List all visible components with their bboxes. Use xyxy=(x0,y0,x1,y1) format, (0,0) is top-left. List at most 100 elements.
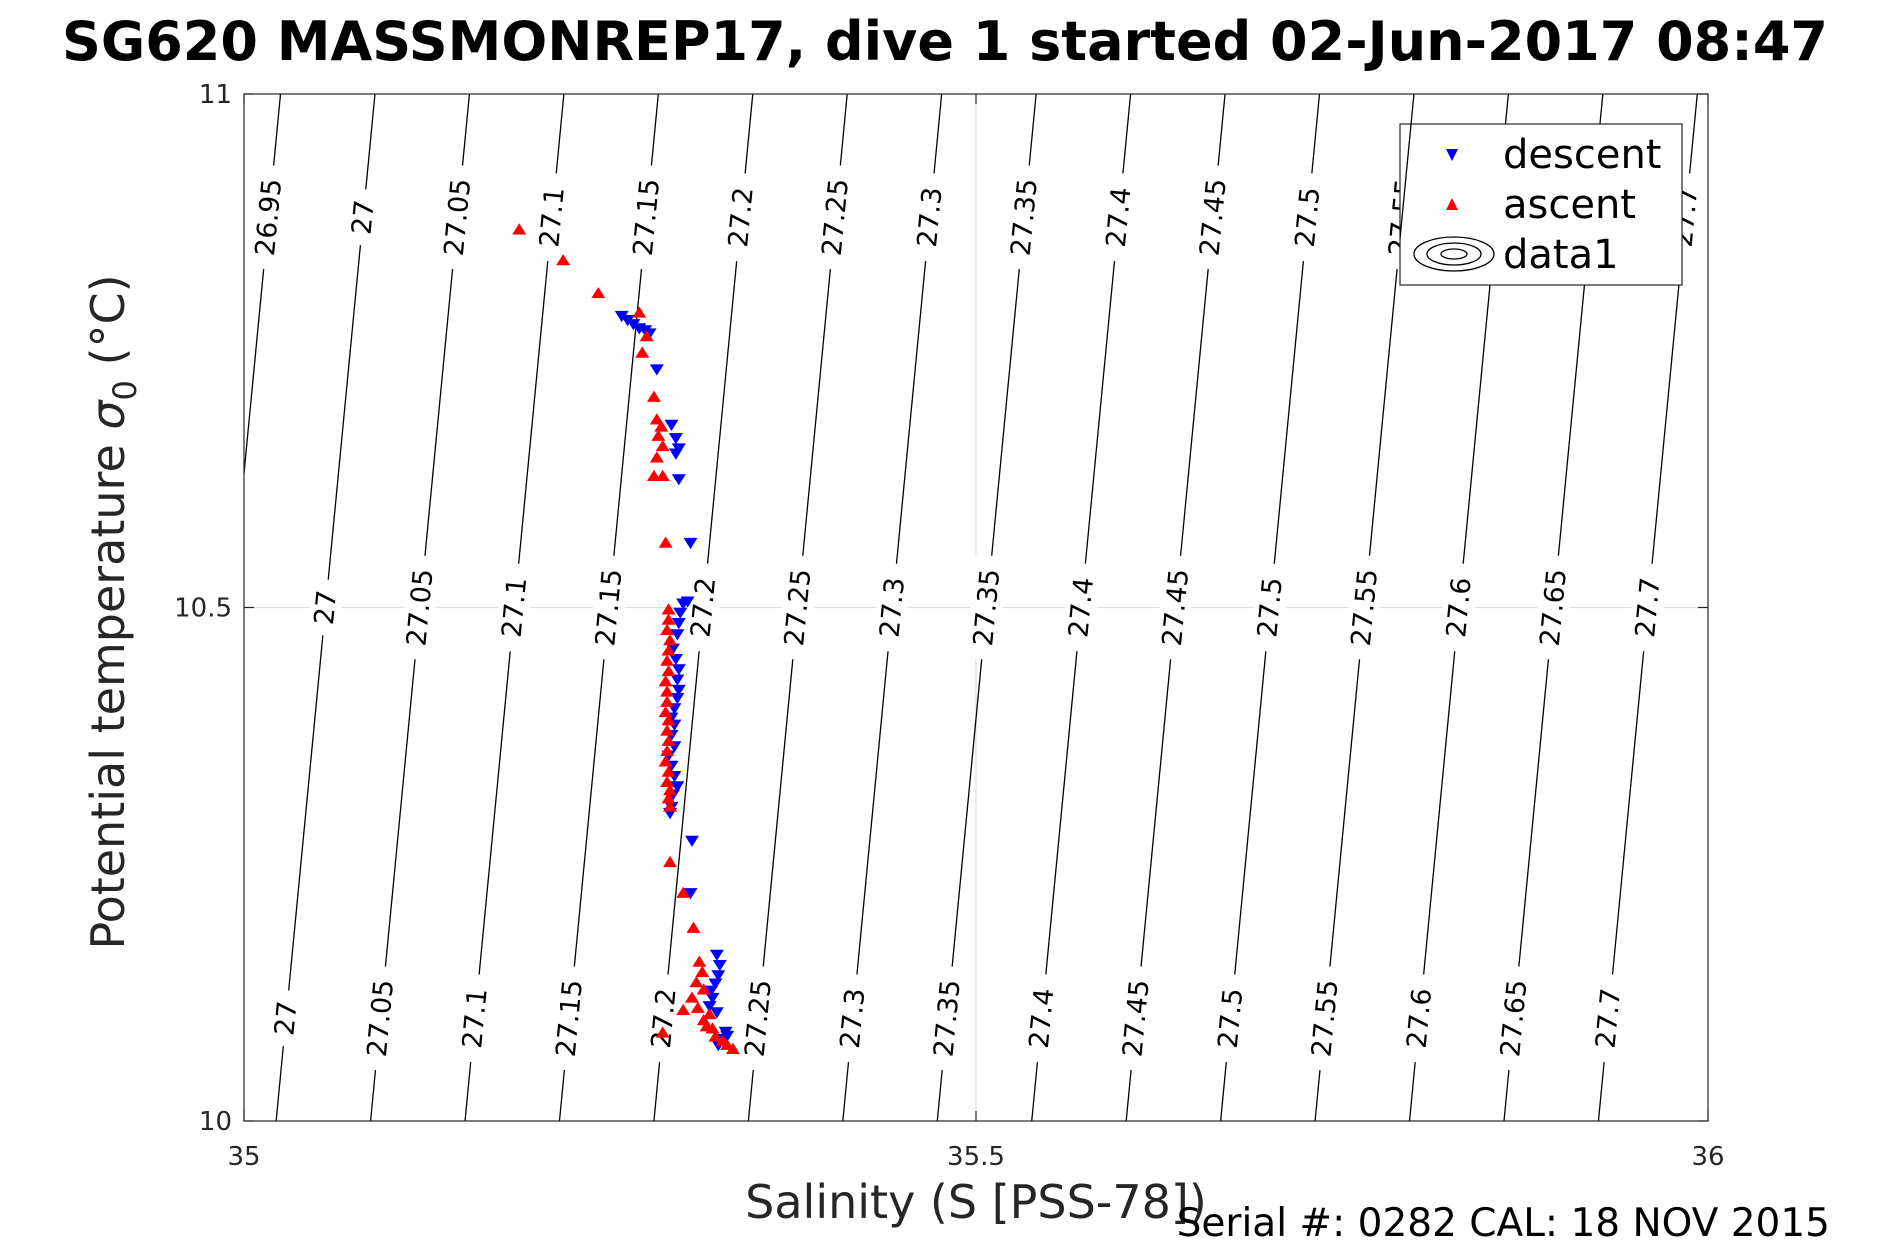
contour-label-bg xyxy=(531,171,573,263)
ascent-point xyxy=(654,420,669,432)
descent-point xyxy=(668,433,683,445)
contour-label: 27.15 xyxy=(551,978,589,1058)
descent-point xyxy=(671,474,686,486)
ascent-point xyxy=(591,286,606,299)
contour-label-bg xyxy=(494,562,535,653)
ascent-point xyxy=(658,705,673,718)
x-tick-label: 35 xyxy=(227,1142,260,1172)
descent-point xyxy=(680,596,695,608)
contour-label: 27.5 xyxy=(1252,576,1289,639)
ascent-point xyxy=(725,1042,740,1055)
ascent-point xyxy=(689,976,704,988)
ascent-point xyxy=(695,965,710,977)
contour-label: 27.05 xyxy=(439,177,477,257)
descent-point xyxy=(704,985,719,997)
contour-label: 27.25 xyxy=(779,568,817,648)
ascent-point xyxy=(702,1007,717,1020)
ascent-point xyxy=(684,991,699,1003)
ascent-point xyxy=(661,765,676,777)
descent-point xyxy=(709,1007,724,1019)
ascent-point xyxy=(692,955,707,967)
contour-label-bg xyxy=(965,554,1008,661)
x-axis-label: Salinity (S [PSS-78]) xyxy=(745,1175,1207,1229)
contour-label: 27.6 xyxy=(1402,987,1439,1050)
ascent-point xyxy=(708,1030,723,1042)
chart-title: SG620 MASSMONREP17, dive 1 started 02-Ju… xyxy=(62,10,1828,73)
ascent-point xyxy=(690,1001,705,1013)
ascent-point xyxy=(699,1020,714,1032)
x-tick-label: 35.5 xyxy=(947,1142,1005,1172)
contour-label-bg xyxy=(454,972,496,1064)
contour-label: 27.45 xyxy=(1195,177,1233,257)
ascent-point xyxy=(660,744,675,757)
contour-label: 27.65 xyxy=(1535,568,1573,648)
contour-label-bg xyxy=(1287,171,1328,263)
ascent-point xyxy=(676,886,691,898)
contour-label-bg xyxy=(1154,554,1197,661)
contour-label: 27.7 xyxy=(1591,987,1628,1050)
contour-label-bg xyxy=(776,554,819,661)
contour-label-bg xyxy=(1588,972,1629,1064)
ascent-point xyxy=(660,685,675,697)
descent-point xyxy=(671,618,686,630)
contour-label: 27.35 xyxy=(929,978,967,1058)
contour-label-bg xyxy=(1003,163,1046,271)
ascent-point xyxy=(655,1026,670,1038)
contour-label-bg xyxy=(625,163,668,271)
contour-label-bg xyxy=(1210,972,1251,1064)
contour-label-bg xyxy=(1627,562,1669,653)
ascent-point xyxy=(556,254,571,266)
contour-label-bg xyxy=(436,163,479,271)
contour-label: 27.35 xyxy=(1006,177,1044,257)
descent-point xyxy=(670,781,685,793)
contour-label-bg xyxy=(1249,562,1291,653)
contour-label: 27.1 xyxy=(457,987,494,1050)
contour-label: 27.6 xyxy=(1441,576,1478,639)
ascent-point xyxy=(655,439,670,452)
ascent-point xyxy=(686,921,701,933)
ascent-point xyxy=(663,784,678,796)
descent-point xyxy=(668,448,683,460)
contour-label-bg xyxy=(1061,562,1102,653)
descent-point xyxy=(720,1030,735,1043)
contour-label: 27.1 xyxy=(534,186,571,249)
ascent-point xyxy=(660,775,675,787)
contour-label: 27.4 xyxy=(1024,987,1061,1050)
descent-point xyxy=(702,1001,717,1013)
serial-cal-note: Serial #: 0282 CAL: 18 NOV 2015 xyxy=(1177,1201,1830,1246)
contour-label-bg xyxy=(306,578,345,637)
descent-point xyxy=(673,607,688,619)
contour-label: 27.55 xyxy=(1306,978,1344,1058)
contour-label: 27.2 xyxy=(686,576,723,639)
legend-ascent-marker xyxy=(1446,198,1458,210)
ascent-point xyxy=(661,714,676,726)
ascent-point xyxy=(658,755,673,767)
contour-label-bg xyxy=(1492,965,1535,1072)
legend-contour-icon xyxy=(1413,236,1495,272)
ascent-point xyxy=(646,469,661,481)
ascent-point xyxy=(632,306,647,318)
ascent-point xyxy=(651,429,666,441)
ascent-point xyxy=(655,469,670,481)
contour-label: 27.3 xyxy=(835,987,872,1050)
data-markers xyxy=(512,223,740,1055)
y-axis-label-main: Potential temperature xyxy=(81,430,135,950)
contour-label: 27.1 xyxy=(497,576,534,639)
ascent-point xyxy=(658,536,673,548)
contour-label-bg xyxy=(1115,965,1157,1072)
contour-label: 27.15 xyxy=(628,177,666,257)
descent-point xyxy=(705,992,720,1005)
legend-ascent-label: ascent xyxy=(1503,182,1636,228)
ascent-point xyxy=(660,654,675,666)
contour-label: 27.05 xyxy=(401,568,439,648)
contour-label: 27 xyxy=(347,199,381,236)
contour-label-bg xyxy=(344,187,382,247)
contour-label-bg xyxy=(1192,163,1235,271)
contour-label-bg xyxy=(399,554,441,661)
ascent-point xyxy=(676,1003,691,1015)
descent-point xyxy=(649,364,664,376)
contour-label: 26.95 xyxy=(250,177,288,257)
ascent-point xyxy=(661,613,676,625)
contour-label: 27.3 xyxy=(912,186,949,249)
